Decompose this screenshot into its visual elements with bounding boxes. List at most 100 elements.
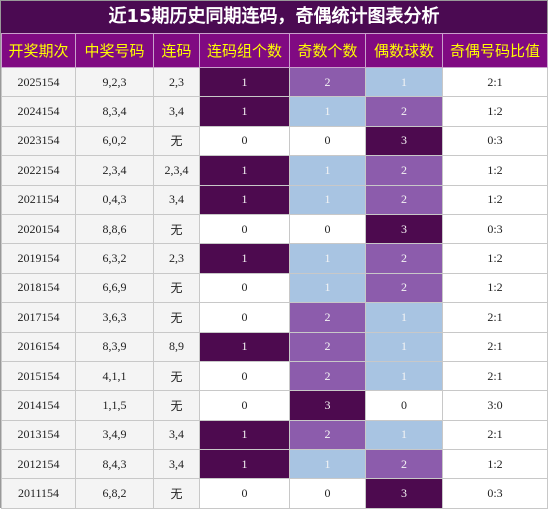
table-cell: 1 (365, 419, 443, 451)
table-cell: 9,2,3 (75, 66, 154, 98)
table-row: 2017154 3,6,3 无 0 2 1 2:1 (1, 302, 548, 333)
table-cell: 1 (365, 302, 443, 333)
header-row: 开奖期次 中奖号码 连码 连码组个数 奇数个数 偶数球数 奇偶号码比值 (1, 33, 548, 68)
table-cell: 1 (199, 331, 290, 362)
table-cell: 1 (199, 449, 290, 480)
table-cell: 3 (289, 390, 366, 421)
table-cell: 2020154 (1, 213, 76, 245)
table-cell: 无 (153, 390, 200, 421)
table-cell: 0 (199, 478, 290, 509)
table-cell: 1:2 (442, 96, 548, 127)
table-cell: 2014154 (1, 390, 76, 421)
table-cell: 2,3 (153, 66, 200, 98)
table-cell: 3,4 (153, 184, 200, 215)
header-cell: 奇数个数 (289, 33, 366, 68)
table-cell: 无 (153, 272, 200, 304)
header-cell: 开奖期次 (1, 33, 76, 68)
table-cell: 2021154 (1, 184, 76, 215)
table-cell: 2016154 (1, 331, 76, 362)
table-cell: 0:3 (442, 213, 548, 245)
table-cell: 2015154 (1, 360, 76, 392)
table-cell: 1 (289, 96, 366, 127)
table-cell: 3,4 (153, 96, 200, 127)
table-cell: 2:1 (442, 66, 548, 98)
table-cell: 0 (365, 390, 443, 421)
table-cell: 1 (199, 243, 290, 274)
table-cell: 2024154 (1, 96, 76, 127)
table-cell: 1 (199, 96, 290, 127)
table-cell: 2 (365, 243, 443, 274)
table-cell: 3 (365, 213, 443, 245)
table-cell: 2,3 (153, 243, 200, 274)
table-cell: 1:2 (442, 272, 548, 304)
table-cell: 2:1 (442, 360, 548, 392)
table-row: 2019154 6,3,2 2,3 1 1 2 1:2 (1, 243, 548, 274)
table-cell: 1,1,5 (75, 390, 154, 421)
table-row: 2018154 6,6,9 无 0 1 2 1:2 (1, 272, 548, 304)
table-cell: 8,3,9 (75, 331, 154, 362)
table-cell: 1:2 (442, 155, 548, 186)
table-cell: 2013154 (1, 419, 76, 451)
table-cell: 无 (153, 478, 200, 509)
table-cell: 0,4,3 (75, 184, 154, 215)
table-cell: 2 (365, 184, 443, 215)
table-cell: 2023154 (1, 125, 76, 157)
table-cell: 2019154 (1, 243, 76, 274)
table-cell: 4,1,1 (75, 360, 154, 392)
table-cell: 无 (153, 213, 200, 245)
table-cell: 1 (289, 272, 366, 304)
table-row: 2021154 0,4,3 3,4 1 1 2 1:2 (1, 184, 548, 215)
header-cell: 连码组个数 (199, 33, 290, 68)
table-row: 2011154 6,8,2 无 0 0 3 0:3 (1, 478, 548, 509)
table-cell: 1 (289, 449, 366, 480)
table-cell: 0 (199, 272, 290, 304)
table-cell: 2:1 (442, 331, 548, 362)
table-cell: 3 (365, 478, 443, 509)
table-cell: 0:3 (442, 125, 548, 157)
header-cell: 中奖号码 (75, 33, 154, 68)
table-cell: 6,8,2 (75, 478, 154, 509)
table-row: 2023154 6,0,2 无 0 0 3 0:3 (1, 125, 548, 157)
table-cell: 1 (365, 331, 443, 362)
table-cell: 1 (289, 184, 366, 215)
table-cell: 无 (153, 360, 200, 392)
table-row: 2013154 3,4,9 3,4 1 2 1 2:1 (1, 419, 548, 451)
table-row: 2020154 8,8,6 无 0 0 3 0:3 (1, 213, 548, 245)
table-cell: 2:1 (442, 302, 548, 333)
table-cell: 3:0 (442, 390, 548, 421)
table-cell: 0 (289, 125, 366, 157)
table-cell: 2 (289, 360, 366, 392)
table-cell: 3 (365, 125, 443, 157)
table-body: 2025154 9,2,3 2,3 1 2 1 2:1 2024154 8,3,4 3,4 1 1 2 1… (1, 66, 548, 509)
table-cell: 0 (199, 302, 290, 333)
title: 近15期历史同期连码，奇偶统计图表分析 (1, 1, 547, 33)
table-cell: 0 (199, 213, 290, 245)
table-cell: 0 (199, 125, 290, 157)
table-row: 2022154 2,3,4 2,3,4 1 1 2 1:2 (1, 155, 548, 186)
table-cell: 1 (199, 419, 290, 451)
table-cell: 8,3,4 (75, 96, 154, 127)
table-cell: 2022154 (1, 155, 76, 186)
table-cell: 3,4 (153, 419, 200, 451)
table-cell: 1 (199, 184, 290, 215)
table-cell: 8,8,6 (75, 213, 154, 245)
table-cell: 1 (365, 66, 443, 98)
table-cell: 2012154 (1, 449, 76, 480)
table-cell: 2,3,4 (153, 155, 200, 186)
table-cell: 2011154 (1, 478, 76, 509)
stats-table: 开奖期次 中奖号码 连码 连码组个数 奇数个数 偶数球数 奇偶号码比值 2025154 9,2… (1, 33, 548, 509)
table-cell: 8,9 (153, 331, 200, 362)
table-cell: 1 (289, 155, 366, 186)
table-cell: 3,6,3 (75, 302, 154, 333)
table-cell: 2 (289, 302, 366, 333)
table-cell: 0:3 (442, 478, 548, 509)
table-cell: 3,4 (153, 449, 200, 480)
table-cell: 0 (289, 213, 366, 245)
table-cell: 2025154 (1, 66, 76, 98)
table-cell: 2,3,4 (75, 155, 154, 186)
table-cell: 1 (289, 243, 366, 274)
table-cell: 2 (365, 449, 443, 480)
table-cell: 无 (153, 302, 200, 333)
table-cell: 1:2 (442, 449, 548, 480)
table-cell: 2 (289, 66, 366, 98)
